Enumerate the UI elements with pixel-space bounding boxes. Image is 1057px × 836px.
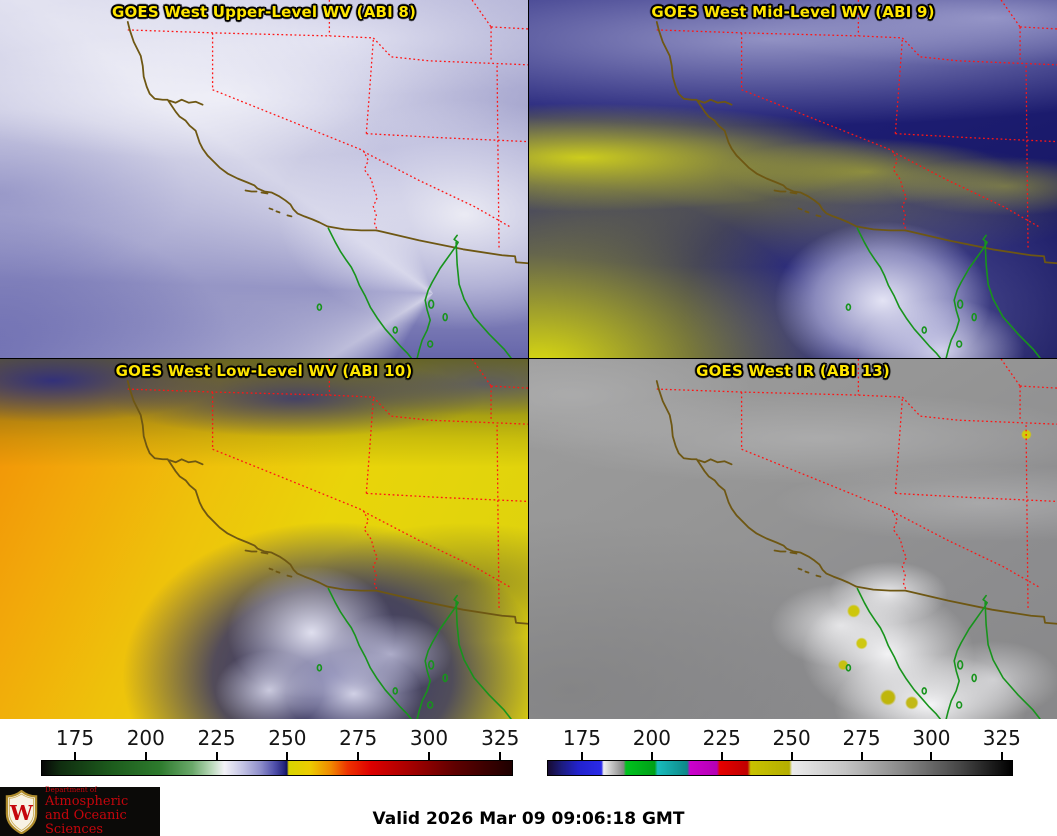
tick-mark — [650, 752, 653, 760]
logo-line1: Atmospheric — [45, 794, 129, 810]
tick-label: 300 — [409, 726, 449, 750]
tick-label: 200 — [126, 726, 165, 750]
tick-mark — [427, 752, 430, 760]
uw-aos-logo: W Department of Atmospheric and Oceanic … — [0, 785, 160, 836]
tick-label: 250 — [268, 726, 307, 750]
tick-label: 275 — [842, 726, 881, 750]
panel-ir: GOES West IR (ABI 13) — [529, 359, 1057, 719]
panel-title: GOES West Mid-Level WV (ABI 9) — [651, 3, 935, 21]
colorbar-wv-gradient — [41, 760, 513, 776]
tick-label: 300 — [912, 726, 951, 750]
tick-label: 175 — [562, 726, 602, 750]
map-overlay — [529, 0, 1057, 358]
tick-mark — [930, 752, 933, 760]
uw-crest-icon: W — [5, 789, 38, 834]
satellite-grid: GOES West Upper-Level WV (ABI 8) GOES We… — [0, 0, 1057, 719]
tick-mark — [790, 752, 793, 760]
logo-text: Department of Atmospheric and Oceanic Sc… — [45, 785, 160, 836]
tick-mark — [215, 752, 218, 760]
tick-label: 225 — [702, 726, 741, 750]
tick-mark — [499, 752, 502, 760]
map-overlay — [529, 359, 1057, 719]
colorbar-ir-gradient — [547, 760, 1013, 776]
valid-timestamp: Valid 2026 Mar 09 09:06:18 GMT — [372, 809, 685, 829]
tick-label: 225 — [197, 726, 236, 750]
colorbar-ir-ticks: 175 200 225 250 275 300 325 — [547, 719, 1021, 760]
logo-line2: and Oceanic Sciences — [45, 807, 127, 836]
tick-mark — [580, 752, 583, 760]
panel-mid-level-wv: GOES West Mid-Level WV (ABI 9) — [529, 0, 1057, 358]
tick-label: 175 — [55, 726, 95, 750]
tick-label: 325 — [982, 726, 1021, 750]
map-overlay — [0, 0, 528, 358]
footer: W Department of Atmospheric and Oceanic … — [0, 786, 1057, 836]
panel-title: GOES West Upper-Level WV (ABI 8) — [111, 3, 417, 21]
colorbar-wv-ticks: 175 200 225 250 275 300 325 — [41, 719, 519, 760]
tick-label: 200 — [632, 726, 671, 750]
panel-upper-level-wv: GOES West Upper-Level WV (ABI 8) — [0, 0, 528, 358]
tick-mark — [1000, 752, 1003, 760]
panel-title: GOES West Low-Level WV (ABI 10) — [115, 362, 413, 380]
tick-mark — [144, 752, 147, 760]
tick-label: 275 — [339, 726, 378, 750]
tick-label: 325 — [481, 726, 520, 750]
tick-mark — [286, 752, 289, 760]
tick-label: 250 — [772, 726, 811, 750]
tick-mark — [357, 752, 360, 760]
colorbar-section: 175 200 225 250 275 300 325 175 200 225 250 275 300… — [0, 719, 1057, 786]
map-overlay — [0, 359, 528, 719]
colorbar-ir: 175 200 225 250 275 300 325 — [547, 719, 1021, 786]
panel-title: GOES West IR (ABI 13) — [696, 362, 890, 380]
colorbar-wv: 175 200 225 250 275 300 325 — [41, 719, 519, 786]
panel-low-level-wv: GOES West Low-Level WV (ABI 10) — [0, 359, 528, 719]
svg-text:W: W — [9, 801, 34, 825]
tick-mark — [73, 752, 76, 760]
logo-dept-label: Department of — [45, 785, 97, 794]
tick-mark — [860, 752, 863, 760]
tick-mark — [720, 752, 723, 760]
